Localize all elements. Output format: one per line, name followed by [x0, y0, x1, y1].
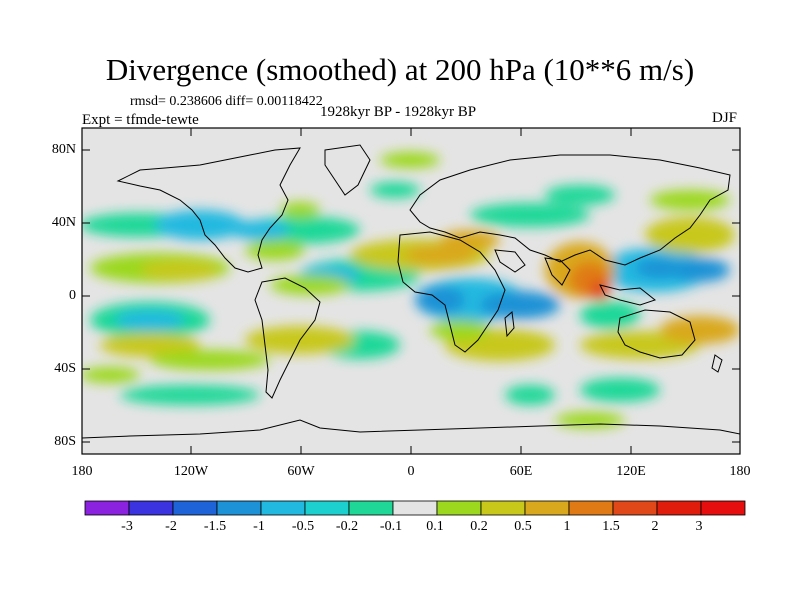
colorbar-label: -0.2 — [335, 519, 359, 534]
lon-label-180e: 180 — [729, 464, 751, 479]
colorbar-label: 2 — [651, 519, 659, 534]
lon-label-120w: 120W — [173, 464, 209, 479]
colorbar-label: 1 — [563, 519, 571, 534]
colorbar-box — [260, 500, 306, 516]
colorbar-label: -1 — [253, 519, 265, 534]
colorbar-box — [216, 500, 262, 516]
colorbar-box — [392, 500, 438, 516]
colorbar-box — [568, 500, 614, 516]
colorbar-label: -1.5 — [203, 519, 227, 534]
lon-label-120e: 120E — [616, 464, 646, 479]
colorbar-label: 1.5 — [602, 519, 620, 534]
colorbar-label: 0.2 — [470, 519, 488, 534]
colorbar-box — [436, 500, 482, 516]
coastline-madagascar — [504, 311, 515, 338]
lat-ticks — [82, 149, 740, 443]
colorbar-label: 0.1 — [426, 519, 444, 534]
period-label: 1928kyr BP - 1928kyr BP — [320, 104, 477, 120]
colorbar — [84, 500, 746, 516]
lat-label-0: 0 — [69, 288, 76, 303]
lat-label-40n: 40N — [51, 215, 76, 230]
colorbar-box — [612, 500, 658, 516]
colorbar-label: -2 — [165, 519, 177, 534]
lon-label-60w: 60W — [287, 464, 315, 479]
coastline-maritime-continent — [599, 284, 657, 306]
colorbar-label: -3 — [121, 519, 133, 534]
coastline-north-america — [116, 147, 301, 273]
coastline-south-america — [254, 277, 321, 399]
coastline-eurasia — [409, 154, 731, 266]
coastline-new-zealand — [711, 354, 723, 373]
plot-title: Divergence (smoothed) at 200 hPa (10**6 … — [105, 52, 695, 87]
colorbar-label: 3 — [695, 519, 703, 534]
coastlines — [82, 144, 740, 439]
colorbar-box — [304, 500, 350, 516]
lat-label-80n: 80N — [51, 142, 76, 157]
colorbar-label: -0.5 — [291, 519, 315, 534]
colorbar-box — [172, 500, 218, 516]
coastline-antarctica — [82, 419, 740, 439]
colorbar-label: 0.5 — [514, 519, 532, 534]
colorbar-box — [700, 500, 746, 516]
divergence-field — [82, 152, 740, 428]
colorbar-box — [656, 500, 702, 516]
colorbar-box — [480, 500, 526, 516]
experiment-label: Expt = tfmde-tewte — [82, 112, 199, 128]
lon-label-0: 0 — [407, 464, 415, 479]
colorbar-box — [84, 500, 130, 516]
lon-label-60e: 60E — [509, 464, 533, 479]
colorbar-label: -0.1 — [379, 519, 403, 534]
coastline-africa — [397, 231, 506, 353]
lat-label-40s: 40S — [54, 361, 76, 376]
coastline-australia — [617, 309, 696, 359]
stats-text: rmsd= 0.238606 diff= 0.00118422 — [130, 94, 323, 109]
lon-label-180w: 180 — [71, 464, 93, 479]
colorbar-box — [348, 500, 394, 516]
lat-label-80s: 80S — [54, 434, 76, 449]
season-label: DJF — [712, 110, 738, 126]
colorbar-box — [128, 500, 174, 516]
lon-ticks — [190, 128, 632, 454]
colorbar-box — [524, 500, 570, 516]
coastline-arabia-india — [494, 249, 571, 286]
coastline-greenland — [324, 144, 371, 196]
